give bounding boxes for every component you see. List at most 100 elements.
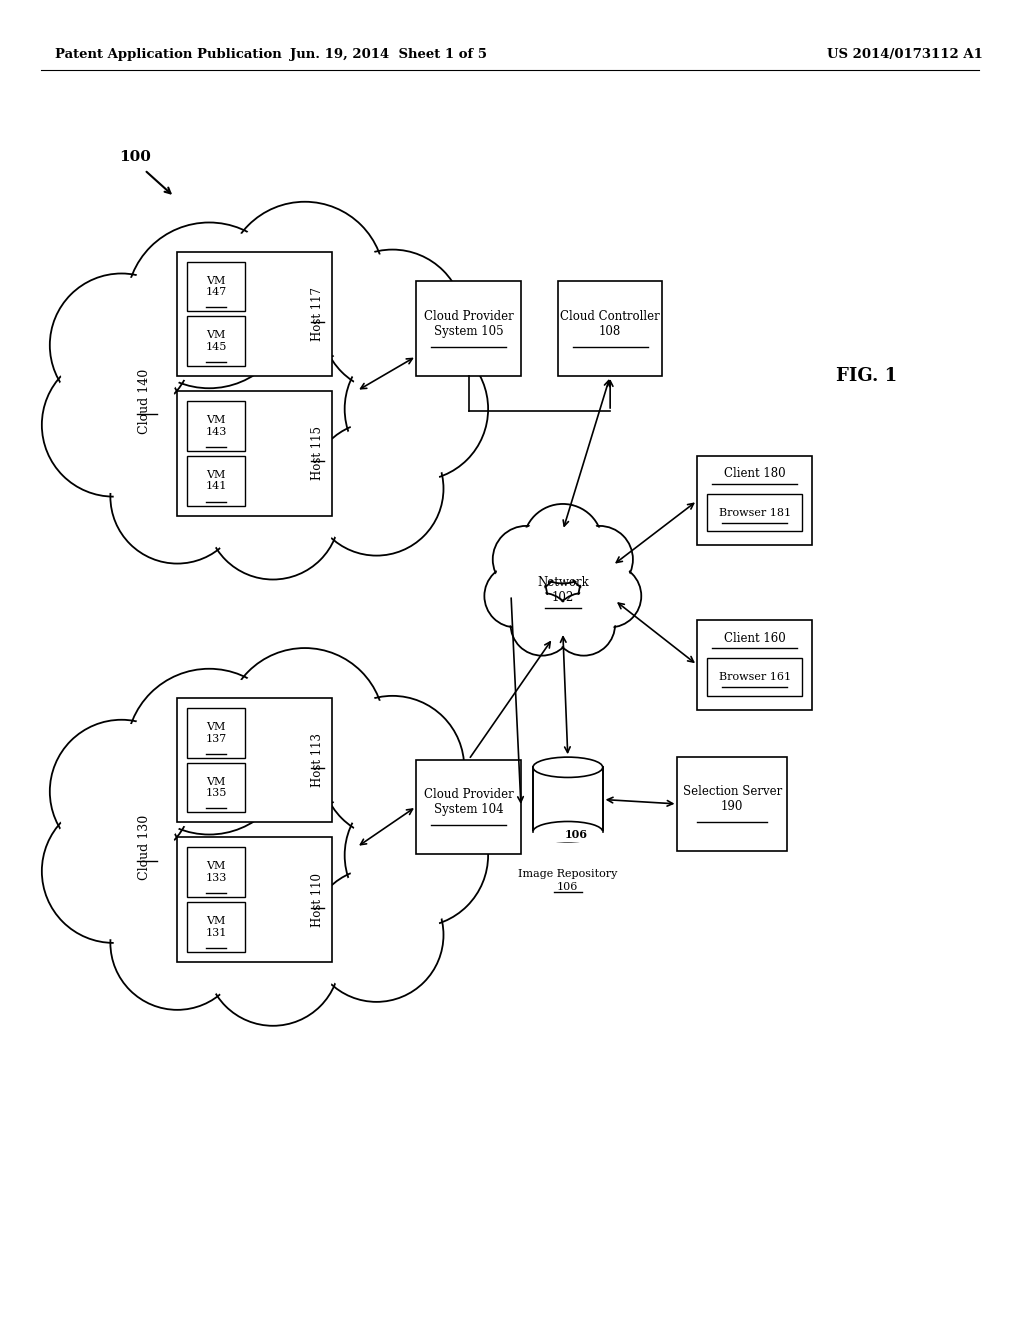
Text: Browser 181: Browser 181 (719, 508, 791, 517)
Bar (187, 401, 245, 451)
Text: FIG. 1: FIG. 1 (836, 367, 897, 385)
Text: Cloud Controller
108: Cloud Controller 108 (560, 310, 660, 338)
Bar (129, 759, 417, 966)
Text: Client 180: Client 180 (724, 467, 785, 480)
Circle shape (486, 566, 545, 626)
Circle shape (230, 206, 380, 356)
Circle shape (313, 873, 439, 998)
Circle shape (115, 434, 241, 560)
Circle shape (230, 653, 380, 803)
Circle shape (126, 223, 292, 388)
Circle shape (131, 227, 287, 383)
Text: 106: 106 (557, 882, 579, 892)
Circle shape (111, 876, 245, 1010)
Circle shape (50, 719, 194, 863)
Circle shape (54, 277, 189, 413)
Text: VM
143: VM 143 (206, 414, 227, 437)
Bar (708, 494, 802, 532)
Text: Host 117: Host 117 (310, 286, 324, 341)
Bar (678, 756, 787, 851)
Circle shape (131, 673, 287, 829)
Circle shape (111, 430, 245, 564)
Bar (187, 763, 245, 812)
Circle shape (555, 595, 613, 653)
Bar (697, 620, 812, 710)
Circle shape (511, 593, 573, 656)
Bar (531, 830, 604, 842)
Text: VM
147: VM 147 (206, 276, 226, 297)
Circle shape (46, 358, 181, 492)
Text: Cloud Provider
System 105: Cloud Provider System 105 (424, 310, 514, 338)
Circle shape (46, 804, 181, 939)
Text: Cloud 140: Cloud 140 (138, 368, 151, 434)
Circle shape (325, 700, 460, 836)
Bar (417, 281, 521, 376)
Text: Image Repository: Image Repository (518, 869, 617, 879)
Circle shape (321, 249, 464, 393)
Bar (708, 657, 802, 696)
Circle shape (513, 595, 571, 653)
Text: VM
137: VM 137 (206, 722, 226, 743)
Text: VM
131: VM 131 (206, 916, 227, 937)
Circle shape (493, 525, 560, 593)
Bar (177, 252, 332, 376)
Bar (177, 698, 332, 822)
Ellipse shape (532, 821, 603, 842)
Bar (177, 391, 332, 516)
Bar (558, 281, 663, 376)
Bar (697, 455, 812, 545)
Ellipse shape (532, 758, 603, 777)
Circle shape (206, 892, 340, 1026)
Bar (417, 759, 521, 854)
Circle shape (42, 354, 185, 496)
Circle shape (523, 504, 602, 583)
Text: Patent Application Publication: Patent Application Publication (55, 48, 282, 61)
Text: VM
135: VM 135 (206, 776, 227, 799)
Text: VM
141: VM 141 (206, 470, 227, 491)
Bar (177, 837, 332, 962)
Circle shape (526, 507, 600, 581)
Text: VM
133: VM 133 (206, 862, 227, 883)
Circle shape (206, 446, 340, 579)
Circle shape (581, 566, 639, 626)
Circle shape (210, 450, 336, 576)
Circle shape (552, 593, 615, 656)
Circle shape (568, 528, 631, 590)
Text: Client 160: Client 160 (724, 631, 785, 644)
Circle shape (566, 525, 633, 593)
Circle shape (50, 273, 194, 417)
Circle shape (54, 725, 189, 859)
Text: Host 113: Host 113 (310, 733, 324, 787)
Text: Cloud Provider
System 104: Cloud Provider System 104 (424, 788, 514, 816)
Text: Network
102: Network 102 (537, 577, 589, 605)
Circle shape (115, 880, 241, 1006)
Circle shape (313, 426, 439, 552)
Circle shape (349, 788, 483, 923)
Circle shape (210, 896, 336, 1022)
Text: US 2014/0173112 A1: US 2014/0173112 A1 (826, 48, 983, 61)
Circle shape (321, 696, 464, 840)
Text: Selection Server
190: Selection Server 190 (683, 785, 781, 813)
Text: Cloud 130: Cloud 130 (138, 814, 151, 880)
Circle shape (345, 337, 488, 480)
Circle shape (225, 202, 385, 362)
Bar (129, 313, 417, 520)
Circle shape (126, 669, 292, 834)
Text: Host 115: Host 115 (310, 426, 324, 480)
Circle shape (345, 784, 488, 927)
Text: Jun. 19, 2014  Sheet 1 of 5: Jun. 19, 2014 Sheet 1 of 5 (290, 48, 487, 61)
Circle shape (309, 421, 443, 556)
Circle shape (484, 565, 547, 627)
Circle shape (309, 869, 443, 1002)
Bar (532, 767, 603, 832)
Bar (187, 261, 245, 312)
Text: Host 110: Host 110 (310, 873, 324, 927)
Bar (187, 847, 245, 898)
Circle shape (42, 800, 185, 942)
Circle shape (225, 648, 385, 808)
Text: VM
145: VM 145 (206, 330, 227, 352)
Circle shape (579, 565, 641, 627)
Bar (521, 560, 604, 627)
Text: 106: 106 (564, 829, 588, 840)
Text: Browser 161: Browser 161 (719, 672, 791, 682)
